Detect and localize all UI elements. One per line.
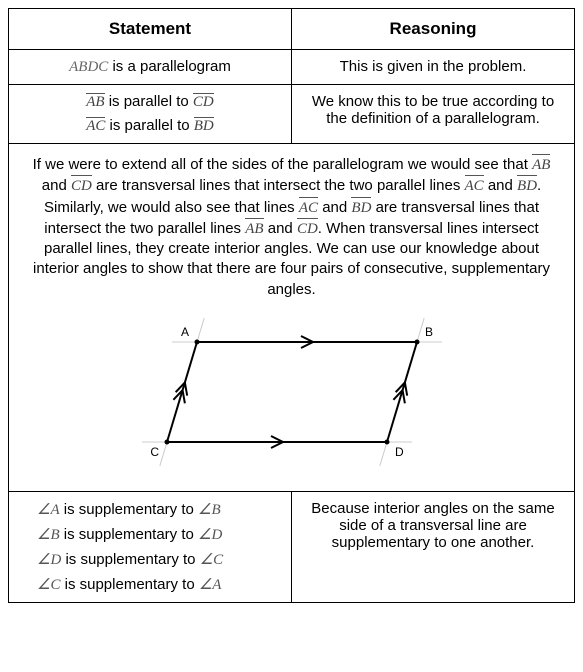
text: is supplementary to [60, 501, 198, 518]
diagram-svg: A B C D [117, 312, 467, 477]
angle: ∠A [199, 577, 222, 593]
svg-text:D: D [395, 445, 404, 459]
angle: ∠B [198, 502, 221, 518]
parallelogram-diagram: A B C D [27, 312, 556, 477]
segment: AC [465, 175, 484, 196]
statement-cell: ∠A is supplementary to ∠B ∠B is suppleme… [9, 491, 292, 602]
svg-text:C: C [150, 445, 159, 459]
text: and [264, 220, 297, 237]
svg-text:A: A [180, 325, 188, 339]
text: is parallel to [105, 117, 193, 134]
header-reasoning: Reasoning [292, 9, 575, 50]
text: is a parallelogram [108, 58, 231, 75]
text: If we were to extend all of the sides of… [33, 156, 532, 173]
parallel-line-2: AC is parallel to BD [86, 117, 214, 135]
angle: ∠D [198, 527, 222, 543]
text: is supplementary to [60, 576, 198, 593]
text: is parallel to [105, 93, 193, 110]
statement-cell: ABDC is a parallelogram [9, 50, 292, 85]
math-abdc: ABDC [69, 59, 108, 75]
text: is supplementary to [60, 526, 198, 543]
svg-text:B: B [425, 325, 433, 339]
segment: AB [532, 154, 550, 175]
segment: BD [351, 197, 371, 218]
angle: ∠D [37, 552, 61, 568]
header-statement: Statement [9, 9, 292, 50]
segment: AB [245, 218, 263, 239]
text: is supplementary to [61, 551, 199, 568]
text: and [484, 177, 517, 194]
text: are transversal lines that intersect the… [92, 177, 465, 194]
angle: ∠C [200, 552, 223, 568]
text: and [42, 177, 71, 194]
segment: AC [299, 197, 318, 218]
parallel-line-1: AB is parallel to CD [86, 93, 214, 111]
segment: CD [71, 175, 92, 196]
explanation-cell: If we were to extend all of the sides of… [9, 144, 575, 492]
segment-ac: AC [86, 117, 105, 135]
reasoning-cell: Because interior angles on the same side… [292, 491, 575, 602]
supp-line: ∠D is supplementary to ∠C [37, 550, 223, 569]
table-row-span: If we were to extend all of the sides of… [9, 144, 575, 492]
supp-line: ∠A is supplementary to ∠B [37, 500, 221, 519]
reasoning-cell: This is given in the problem. [292, 50, 575, 85]
angle: ∠A [37, 502, 60, 518]
proof-table: Statement Reasoning ABDC is a parallelog… [8, 8, 575, 603]
explanation-text: If we were to extend all of the sides of… [27, 154, 556, 300]
segment: BD [517, 175, 537, 196]
segment-ab: AB [86, 93, 104, 111]
supp-line: ∠B is supplementary to ∠D [37, 525, 222, 544]
text: and [318, 199, 351, 216]
segment-cd: CD [193, 93, 214, 111]
segment-bd: BD [194, 117, 214, 135]
angle: ∠C [37, 577, 60, 593]
reasoning-cell: We know this to be true according to the… [292, 85, 575, 144]
supp-line: ∠C is supplementary to ∠A [37, 575, 221, 594]
table-row: ∠A is supplementary to ∠B ∠B is suppleme… [9, 491, 575, 602]
statement-cell: AB is parallel to CD AC is parallel to B… [9, 85, 292, 144]
table-row: AB is parallel to CD AC is parallel to B… [9, 85, 575, 144]
angle: ∠B [37, 527, 60, 543]
table-row: ABDC is a parallelogram This is given in… [9, 50, 575, 85]
segment: CD [297, 218, 318, 239]
